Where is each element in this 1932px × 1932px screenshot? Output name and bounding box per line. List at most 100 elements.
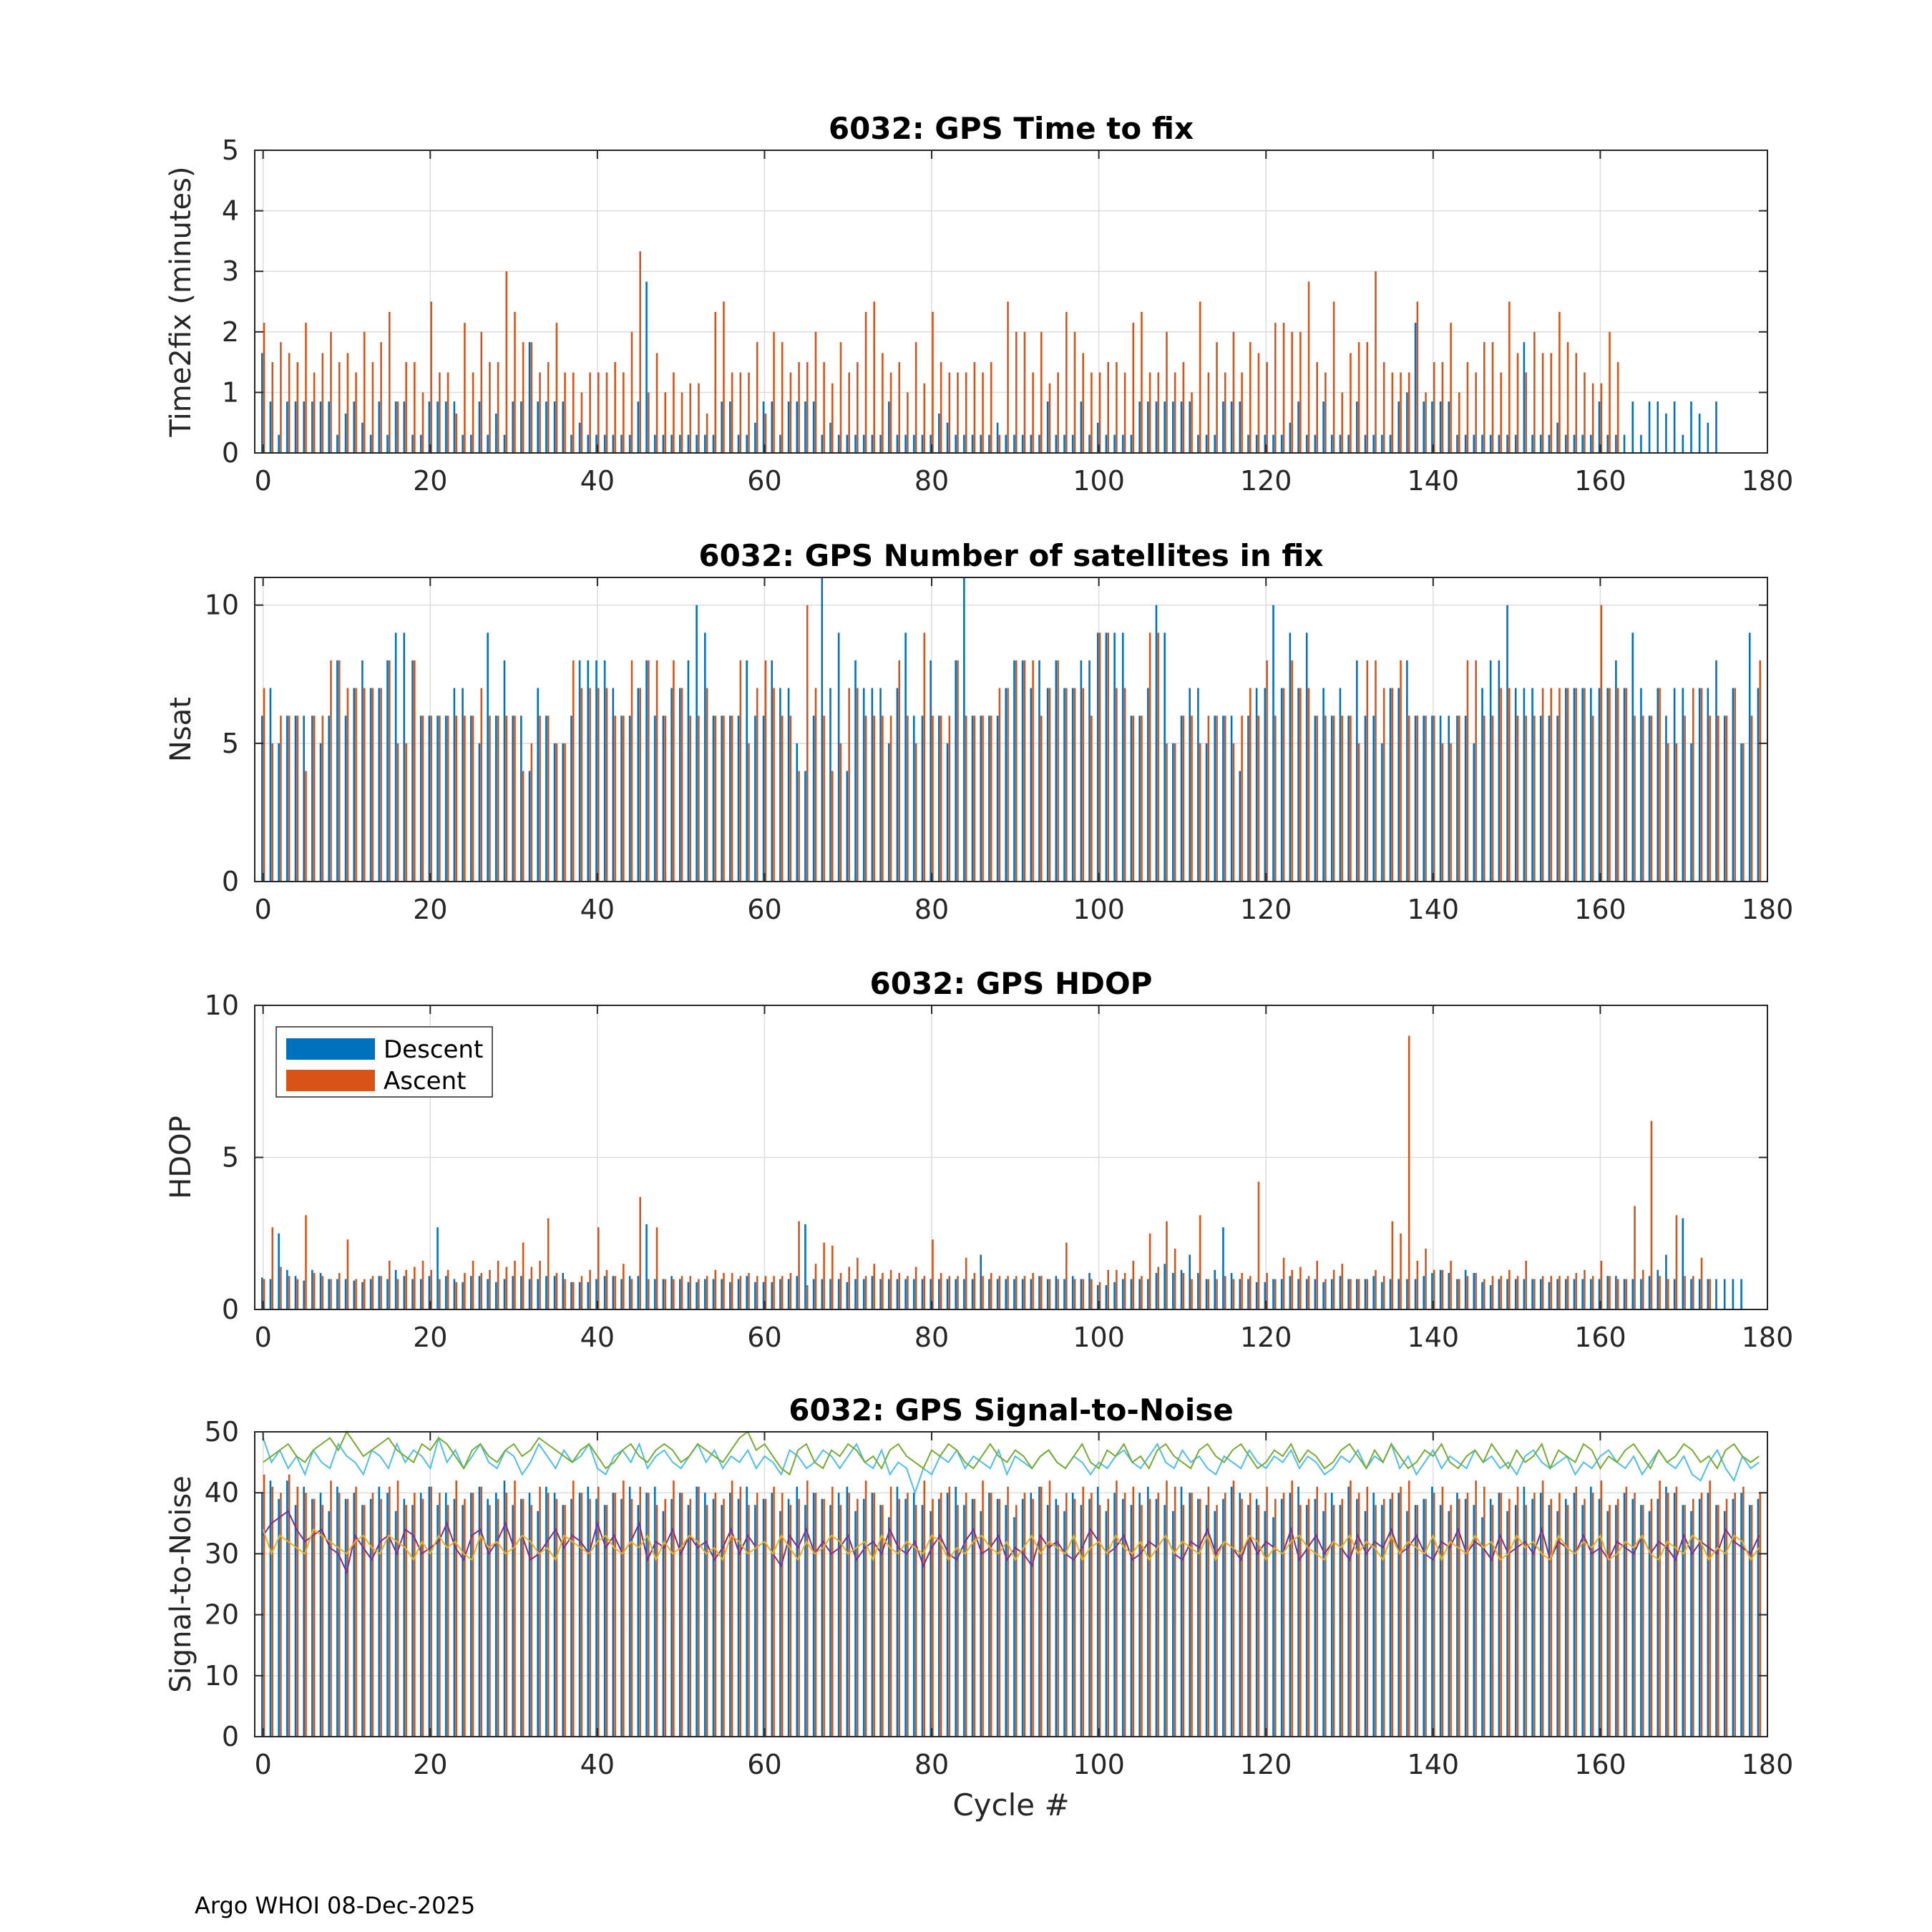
- ascent-bar-cycle-140: [1433, 362, 1435, 453]
- ascent-bar-cycle-162: [1616, 362, 1619, 453]
- descent-bar-cycle-85: [971, 716, 974, 882]
- descent-bar-cycle-101: [1105, 434, 1108, 453]
- ascent-bar-cycle-72: [864, 1276, 867, 1309]
- descent-bar-cycle-157: [1573, 1279, 1576, 1309]
- descent-bar-cycle-15: [386, 1493, 389, 1737]
- descent-bar-cycle-80: [930, 660, 932, 882]
- ascent-bar-cycle-73: [873, 1264, 875, 1309]
- descent-bar-cycle-38: [578, 660, 581, 882]
- ascent-bar-cycle-142: [1450, 323, 1452, 453]
- ascent-bar-cycle-165: [1641, 716, 1644, 882]
- ascent-bar-cycle-98: [1082, 1486, 1084, 1737]
- descent-bar-cycle-56: [729, 401, 731, 453]
- descent-bar-cycle-15: [386, 434, 389, 453]
- ascent-bar-cycle-124: [1299, 331, 1302, 453]
- ascent-bar-cycle-111: [1191, 1279, 1193, 1309]
- descent-bar-cycle-34: [545, 1276, 547, 1309]
- descent-bar-cycle-89: [1005, 1279, 1008, 1309]
- ascent-bar-cycle-164: [1634, 1206, 1636, 1309]
- ascent-bar-cycle-46: [648, 1493, 650, 1737]
- ascent-bar-cycle-10: [346, 1498, 349, 1737]
- ascent-bar-cycle-130: [1350, 353, 1352, 453]
- ascent-bar-cycle-113: [1207, 1279, 1210, 1309]
- ascent-bar-cycle-43: [623, 372, 625, 453]
- descent-bar-cycle-136: [1397, 1279, 1400, 1309]
- ascent-bar-cycle-165: [1641, 1505, 1644, 1737]
- descent-bar-cycle-39: [587, 1486, 590, 1737]
- descent-bar-cycle-79: [921, 1279, 924, 1309]
- descent-bar-cycle-99: [1088, 1273, 1091, 1309]
- descent-bar-cycle-7: [319, 1273, 322, 1309]
- descent-bar-cycle-86: [980, 1511, 982, 1737]
- ascent-bar-cycle-175: [1725, 1498, 1728, 1737]
- ascent-bar-cycle-173: [1709, 716, 1711, 882]
- descent-bar-cycle-167: [1657, 1498, 1659, 1737]
- descent-bar-cycle-5: [303, 716, 305, 882]
- ascent-bar-cycle-77: [907, 1493, 909, 1737]
- ascent-bar-cycle-27: [489, 1505, 491, 1737]
- descent-bar-cycle-38: [578, 1282, 581, 1309]
- ascent-bar-cycle-12: [363, 1279, 366, 1309]
- ascent-bar-cycle-51: [689, 716, 692, 882]
- ascent-bar-cycle-54: [714, 1493, 717, 1737]
- descent-bar-cycle-61: [771, 401, 774, 453]
- ascent-bar-cycle-98: [1082, 688, 1084, 882]
- descent-bar-cycle-50: [678, 688, 681, 882]
- descent-bar-cycle-169: [1673, 688, 1676, 882]
- x-tick-label: 120: [1240, 1749, 1292, 1780]
- ascent-bar-cycle-176: [1734, 1493, 1736, 1737]
- ascent-bar-cycle-118: [1249, 688, 1252, 882]
- ascent-bar-cycle-25: [472, 716, 474, 882]
- ascent-bar-cycle-26: [480, 1273, 483, 1309]
- ascent-bar-cycle-67: [823, 1242, 825, 1309]
- descent-bar-cycle-98: [1080, 1505, 1083, 1737]
- ascent-bar-cycle-2: [280, 1267, 282, 1309]
- descent-bar-cycle-129: [1339, 1505, 1342, 1737]
- ascent-bar-cycle-80: [932, 716, 934, 882]
- ascent-bar-cycle-131: [1357, 342, 1360, 453]
- descent-bar-cycle-113: [1205, 434, 1208, 453]
- ascent-bar-cycle-36: [564, 372, 566, 453]
- ascent-bar-cycle-136: [1400, 1486, 1402, 1737]
- descent-bar-cycle-90: [1013, 434, 1015, 453]
- descent-bar-cycle-60: [762, 1282, 765, 1309]
- ascent-bar-cycle-145: [1475, 660, 1477, 882]
- descent-bar-cycle-122: [1280, 1279, 1283, 1309]
- ascent-bar-cycle-17: [405, 743, 407, 882]
- descent-bar-cycle-120: [1264, 1282, 1267, 1309]
- descent-bar-cycle-151: [1523, 688, 1526, 882]
- ascent-bar-cycle-22: [447, 372, 449, 453]
- descent-bar-cycle-149: [1506, 605, 1508, 882]
- ascent-bar-cycle-62: [781, 342, 784, 453]
- x-tick-label: 20: [413, 894, 447, 925]
- descent-bar-cycle-82: [946, 743, 949, 882]
- descent-bar-cycle-48: [662, 434, 665, 453]
- descent-bar-cycle-44: [628, 716, 631, 882]
- ascent-bar-cycle-18: [414, 1493, 416, 1737]
- bars: [260, 577, 1762, 882]
- ascent-bar-cycle-71: [857, 362, 859, 453]
- ascent-bar-cycle-66: [814, 688, 817, 882]
- ascent-bar-cycle-107: [1157, 372, 1160, 453]
- ascent-bar-cycle-170: [1684, 1276, 1686, 1309]
- ascent-bar-cycle-78: [914, 743, 917, 882]
- ascent-bar-cycle-143: [1458, 1279, 1460, 1309]
- descent-bar-cycle-109: [1172, 743, 1174, 882]
- ascent-bar-cycle-122: [1282, 1257, 1285, 1309]
- ascent-bar-cycle-148: [1500, 1493, 1502, 1737]
- descent-bar-cycle-149: [1506, 1511, 1508, 1737]
- ascent-bar-cycle-69: [839, 1273, 842, 1309]
- ascent-bar-cycle-3: [288, 1474, 291, 1737]
- descent-bar-cycle-102: [1113, 1493, 1116, 1737]
- ascent-bar-cycle-72: [864, 311, 867, 453]
- descent-bar-cycle-153: [1539, 434, 1542, 453]
- descent-bar-cycle-53: [703, 434, 706, 453]
- x-tick-label: 60: [747, 1322, 781, 1353]
- ascent-bar-cycle-126: [1316, 1261, 1319, 1309]
- descent-bar-cycle-73: [871, 1493, 874, 1737]
- ascent-bar-cycle-126: [1316, 362, 1319, 453]
- x-tick-label: 80: [914, 1749, 949, 1780]
- descent-bar-cycle-52: [696, 1486, 698, 1737]
- descent-bar-cycle-76: [896, 1279, 899, 1309]
- ascent-bar-cycle-30: [514, 716, 516, 882]
